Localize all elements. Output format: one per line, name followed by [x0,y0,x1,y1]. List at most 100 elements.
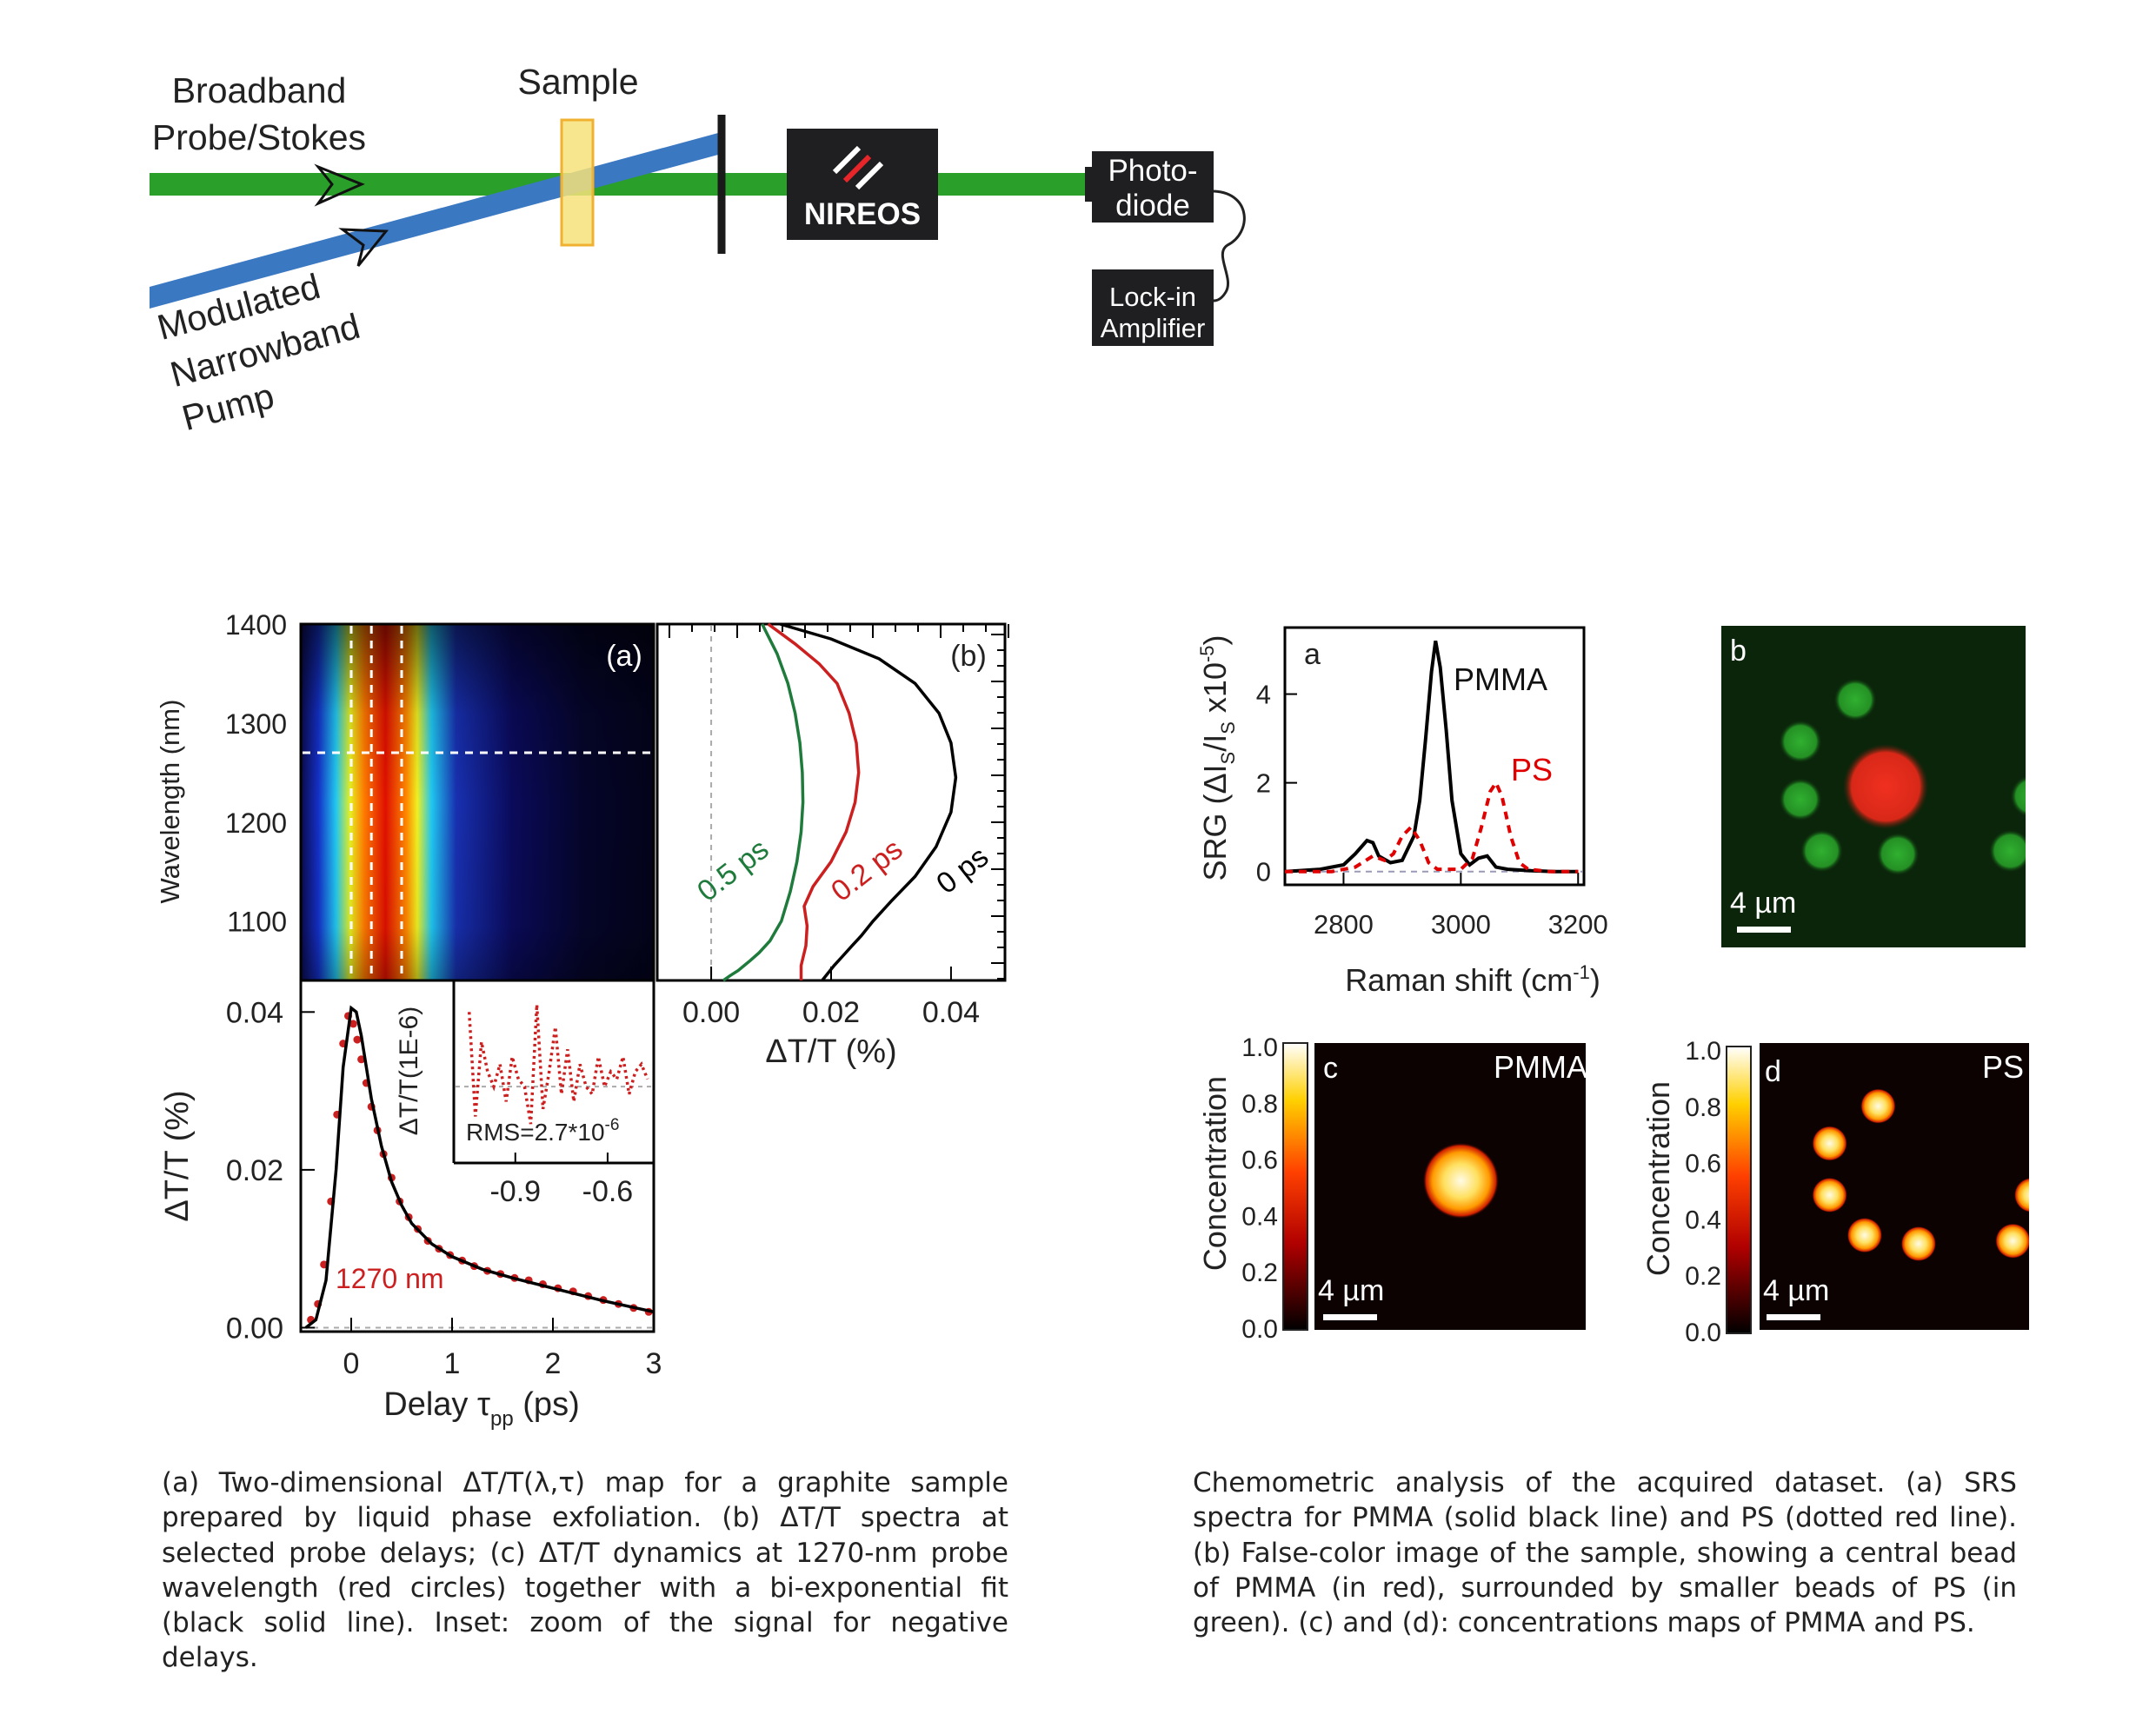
srs-ytick-label: 2 [1256,768,1271,799]
nireos-logo-icon [832,145,884,190]
a-ytick-label: 1400 [225,609,287,641]
panel-c-plot: 0 1 2 3 0.00 0.02 0.04 [226,996,662,1380]
panel-c-dynamics: 0 1 2 3 0.00 0.02 0.04 ΔT/T (%) 1270 nm Delay … [159,979,662,1431]
panel-a-yticks: 1100 1200 1300 1400 [225,609,287,938]
ps-bead [1876,833,1920,876]
pmma-beads [1422,1142,1500,1219]
c-ytick-label: 0.04 [226,996,283,1029]
concentration-bead [1995,1223,2029,1259]
panel-c-xlabel-main: Delay τ [383,1386,490,1423]
panel-c-xlabel-unit: (ps) [514,1386,580,1423]
pmma-scale-bar [1323,1314,1377,1320]
pump-arrow-icon [338,228,389,267]
ps-beads [1812,1088,2029,1262]
colorbar-tick-label: 0.8 [1241,1090,1278,1119]
colorbar-tick-label: 0.0 [1241,1315,1278,1344]
c-data-point [349,1020,357,1028]
srs-xlabel-main: Raman shift (cm [1345,962,1573,998]
c-ytick-label: 0.00 [226,1312,283,1345]
ps-bead [1779,778,1822,821]
pmma-colorbar-ticks: 0.0 0.2 0.4 0.6 0.8 1.0 [1241,1033,1278,1344]
ps-bead [1833,678,1877,721]
panel-c-ylabel: ΔT/T (%) [159,1090,196,1221]
panel-b-spectra: (b) 0.00 0.02 0.040.5 ps 0.2 ps 0 ps ΔT/T (%… [655,622,1009,1070]
inset-plot: -0.9 -0.6 [456,1004,652,1208]
srs-ylabel: SRG (ΔIS/IS x10-5) [1196,635,1239,880]
panel-b-xlabel: ΔT/T (%) [765,1033,896,1070]
inset-xtick-label: -0.6 [582,1175,634,1208]
colorbar-tick-label: 0.4 [1685,1206,1721,1234]
colorbar-tick-label: 0.2 [1685,1262,1721,1291]
b-xtick-label: 0.04 [922,996,980,1029]
c-xtick-label: 1 [444,1347,461,1380]
panel-a-label: (a) [606,640,642,673]
ps-title: PS [1982,1049,2024,1085]
photodiode-window [1085,167,1092,202]
lockin-label-2: Amplifier [1101,313,1206,343]
a-ytick-label: 1300 [225,708,287,740]
concentration-bead [1422,1142,1500,1219]
srs-xtick-label: 3200 [1548,909,1608,940]
concentration-bead [1847,1217,1883,1253]
sample-slide [560,118,595,247]
pmma-title: PMMA [1494,1049,1587,1085]
photodiode-label-2: diode [1115,189,1190,223]
pmma-ylabel: Concentration [1197,1076,1233,1271]
setup-diagram: Broadband Probe/Stokes Sample Modulated … [150,62,1246,438]
panel-a-ylabel: Wavelength (nm) [155,700,185,904]
inset-annotation: RMS=2.7*10-6 [466,1116,619,1146]
panel-c-xlabel-sub: pp [490,1407,514,1431]
ps-bead [2010,775,2026,817]
panel-false-color: b 4 µm [1721,626,2026,947]
fc-scale-label: 4 µm [1730,887,1796,920]
ps-colorbar-ticks: 0.0 0.2 0.4 0.6 0.8 1.0 [1685,1037,1721,1347]
inset-ylabel: ΔT/T(1E-6) [395,1007,423,1135]
fc-scale-bar [1737,927,1791,933]
srs-plot: 2800 3000 3200 0 2 4 PMMA PS [1256,640,1608,940]
inset-annotation-main: RMS=2.7*10 [466,1119,605,1146]
colorbar-tick-label: 0.6 [1241,1146,1278,1175]
srs-xtick-label: 2800 [1314,909,1374,940]
inset-data-line [467,1004,649,1125]
colorbar-tick-label: 0.4 [1241,1202,1278,1231]
ps-scale-bar [1767,1314,1820,1320]
srs-series-line [1284,640,1579,874]
concentration-bead [1900,1226,1937,1262]
ps-bead [1989,829,2026,873]
c-xtick-label: 0 [343,1347,360,1380]
concentration-bead [1860,1088,1896,1124]
srs-series-label: PS [1511,752,1553,787]
inset-annotation-sup: -6 [605,1116,620,1134]
srs-xlabel-sup: -1 [1573,961,1590,983]
ps-scale-label: 4 µm [1763,1274,1829,1307]
probe-label-2: Probe/Stokes [152,117,366,157]
a-ytick-label: 1200 [225,807,287,839]
srs-xtick-label: 3000 [1431,909,1491,940]
photodiode-label-1: Photo- [1108,154,1197,188]
lockin-box [1092,269,1214,346]
c-xtick-label: 2 [545,1347,562,1380]
c-ytick-label: 0.02 [226,1154,283,1187]
sample-label: Sample [517,62,638,102]
pmma-scale-label: 4 µm [1318,1274,1384,1307]
srs-ytick-label: 4 [1256,680,1271,710]
nireos-label: NIREOS [804,197,921,231]
inset-xtick-label: -0.9 [489,1175,541,1208]
a-ytick-label: 1100 [227,907,287,938]
panel-c-annotation: 1270 nm [336,1263,444,1294]
photodiode-box [1092,151,1214,223]
colorbar-tick-label: 1.0 [1685,1037,1721,1066]
panel-c-xlabel: Delay τpp (ps) [383,1386,579,1431]
colorbar-tick-label: 0.0 [1685,1319,1721,1347]
svg-text:SRG (ΔIS/IS x10-5): SRG (ΔIS/IS x10-5) [1196,635,1239,880]
c-fit-line [304,1005,655,1329]
probe-arrow-icon [314,163,365,207]
ps-bead [1779,720,1822,763]
colorbar-tick-label: 1.0 [1241,1033,1278,1062]
false-color-beads [1779,678,2026,876]
concentration-bead [1812,1126,1847,1161]
panel-b-label: (b) [950,640,987,673]
concentration-bead [2013,1177,2029,1213]
panel-ps-map: 0.0 0.2 0.4 0.6 0.8 1.0 d PS 4 µm Concentrati… [1640,1037,2029,1347]
caption-left: (a) Two-dimensional ΔT/T(λ,τ) map for a … [162,1467,1008,1674]
